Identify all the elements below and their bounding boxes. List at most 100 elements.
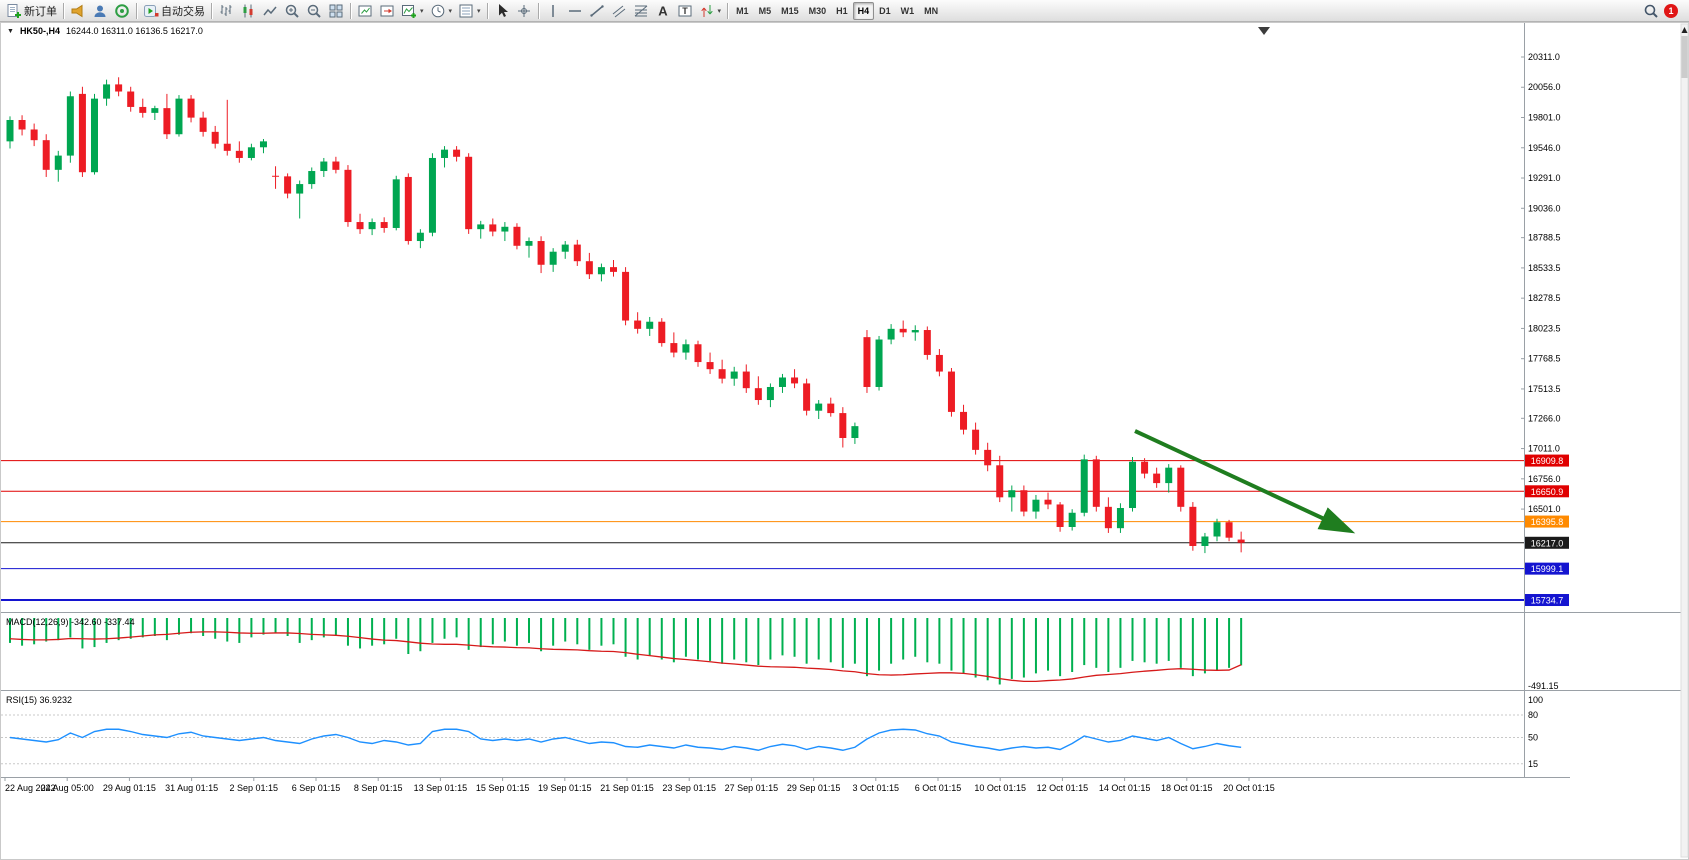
- profile-button[interactable]: [89, 1, 111, 21]
- candle-down: [984, 449, 992, 466]
- candle-up: [259, 141, 267, 148]
- labelT-icon: T: [678, 5, 692, 16]
- candle-up: [730, 371, 738, 379]
- candle-down: [1056, 504, 1064, 527]
- candle-up: [1068, 512, 1076, 527]
- chart-symbol-marker-icon: ▼: [7, 27, 14, 35]
- candle-down: [356, 222, 364, 230]
- text-button[interactable]: A: [652, 1, 674, 21]
- price-badge-label: 16395.8: [1531, 517, 1564, 527]
- price-badge: [1525, 515, 1569, 528]
- zoom-out-button[interactable]: [303, 1, 325, 21]
- price-tick-label: 17513.5: [1528, 384, 1561, 394]
- autotrading-button[interactable]: 自动交易: [140, 1, 208, 21]
- search-icon: [1644, 4, 1658, 18]
- candle-down: [127, 91, 135, 107]
- trendline-button[interactable]: [586, 1, 608, 21]
- timeframe-button-w1[interactable]: W1: [896, 2, 920, 20]
- line-chart-button[interactable]: [259, 1, 281, 21]
- candle-up: [308, 171, 316, 185]
- timeframe-button-m30[interactable]: M30: [804, 2, 832, 20]
- candle-up: [392, 179, 400, 228]
- candle-up: [778, 377, 786, 387]
- search-button[interactable]: [1640, 1, 1662, 21]
- candle-up: [525, 241, 533, 246]
- chart-canvas[interactable]: 20311.0 20056.0 19801.0 19546.0 19291.0 19036…: [0, 22, 1689, 860]
- time-tick-label: 2 Sep 01:15: [230, 783, 279, 793]
- candle-up: [1080, 459, 1088, 513]
- periods-button[interactable]: ▾: [427, 1, 456, 21]
- horizontal-line-button[interactable]: [564, 1, 586, 21]
- clock-icon: [431, 4, 444, 17]
- candle-up: [887, 328, 895, 340]
- price-tick-label: 17011.0: [1528, 444, 1560, 454]
- time-tick-label: 24 Aug 05:00: [41, 783, 94, 793]
- bar-chart-button[interactable]: [215, 1, 237, 21]
- candle-down: [1177, 467, 1185, 507]
- candle-down: [742, 371, 750, 389]
- candle-down: [935, 354, 943, 372]
- toolbar-separator: [727, 2, 729, 19]
- candle-down: [718, 369, 726, 379]
- candle-up: [597, 267, 605, 275]
- indicators-button[interactable]: ▾: [398, 1, 427, 21]
- candle-down: [1225, 522, 1233, 538]
- candle-down: [947, 371, 955, 412]
- candle-up: [1165, 467, 1173, 484]
- candle-up: [851, 426, 859, 439]
- timeframe-button-h1[interactable]: H1: [831, 2, 853, 20]
- candle-up: [477, 224, 485, 230]
- crosshair-button[interactable]: [513, 1, 535, 21]
- support-button[interactable]: [111, 1, 133, 21]
- time-tick-label: 6 Sep 01:15: [292, 783, 341, 793]
- toolbar-separator: [486, 2, 488, 19]
- candlestick-chart-button[interactable]: [237, 1, 259, 21]
- chart-scroll-icon: [358, 5, 372, 16]
- tile-windows-button[interactable]: [325, 1, 347, 21]
- price-tick-label: 17768.5: [1528, 354, 1561, 364]
- new-order-button[interactable]: 新订单: [3, 1, 60, 21]
- candle-down: [996, 465, 1004, 498]
- chart-shift-marker-icon[interactable]: [1258, 27, 1270, 35]
- vertical-line-button[interactable]: [542, 1, 564, 21]
- zoom-in-button[interactable]: [281, 1, 303, 21]
- timeframe-button-m15[interactable]: M15: [776, 2, 804, 20]
- candle-down: [1092, 459, 1100, 507]
- timeframe-button-h4[interactable]: H4: [852, 1, 875, 20]
- candle-down: [1044, 499, 1052, 505]
- timeframe-button-mn[interactable]: MN: [919, 2, 943, 20]
- text-label-button[interactable]: T: [674, 1, 696, 21]
- candle-up: [1116, 508, 1124, 529]
- candle-down: [115, 84, 123, 92]
- vertical-scrollbar-track[interactable]: [1680, 23, 1689, 858]
- price-tick-label: 19291.0: [1528, 173, 1561, 183]
- textA-icon: A: [658, 3, 668, 18]
- time-tick-label: 13 Sep 01:15: [414, 783, 468, 793]
- timeframe-button-d1[interactable]: D1: [874, 2, 896, 20]
- candle-down: [1189, 506, 1197, 546]
- auto-scroll-button[interactable]: [354, 1, 376, 21]
- vertical-scrollbar-thumb[interactable]: [1681, 36, 1688, 78]
- time-tick-label: 3 Oct 01:15: [853, 783, 900, 793]
- candle-down: [585, 261, 593, 275]
- arrows-button[interactable]: ▾: [696, 1, 725, 21]
- chevron-down-icon: ▾: [420, 7, 424, 15]
- templates-button[interactable]: ▾: [455, 1, 484, 21]
- timeframe-button-m1[interactable]: M1: [731, 2, 754, 20]
- scrollbar-up-arrow-icon[interactable]: [1681, 27, 1688, 33]
- equidistant-channel-button[interactable]: [608, 1, 630, 21]
- candle-down: [272, 175, 280, 177]
- mql5-community-button[interactable]: [67, 1, 89, 21]
- timeframe-button-m5[interactable]: M5: [754, 2, 777, 20]
- time-tick-label: 6 Oct 01:15: [915, 783, 962, 793]
- trend-arrow-annotation[interactable]: [1134, 429, 1356, 534]
- candle-down: [42, 140, 50, 170]
- notification-badge[interactable]: 1: [1664, 3, 1678, 18]
- svg-text:A: A: [658, 3, 668, 18]
- price-badge-label: 16650.9: [1531, 487, 1564, 497]
- candle-down: [972, 429, 980, 450]
- time-tick-label: 18 Oct 01:15: [1161, 783, 1213, 793]
- fibonacci-button[interactable]: [630, 1, 652, 21]
- chart-shift-button[interactable]: [376, 1, 398, 21]
- cursor-button[interactable]: [491, 1, 513, 21]
